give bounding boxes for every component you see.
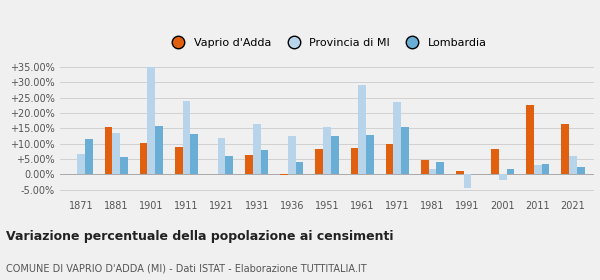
Legend: Vaprio d'Adda, Provincia di MI, Lombardia: Vaprio d'Adda, Provincia di MI, Lombardi… bbox=[163, 34, 491, 52]
Bar bbox=[280, 174, 288, 175]
Bar bbox=[253, 124, 260, 174]
Bar bbox=[562, 124, 569, 174]
Bar bbox=[112, 133, 120, 174]
Bar bbox=[394, 102, 401, 174]
Bar bbox=[577, 167, 584, 174]
Bar bbox=[428, 169, 436, 174]
Bar bbox=[104, 127, 112, 174]
Bar bbox=[421, 160, 428, 174]
Bar bbox=[350, 148, 358, 174]
Bar bbox=[358, 85, 366, 174]
Bar bbox=[401, 127, 409, 174]
Bar bbox=[226, 156, 233, 174]
Bar bbox=[506, 169, 514, 174]
Text: COMUNE DI VAPRIO D'ADDA (MI) - Dati ISTAT - Elaborazione TUTTITALIA.IT: COMUNE DI VAPRIO D'ADDA (MI) - Dati ISTA… bbox=[6, 263, 367, 273]
Bar bbox=[526, 105, 534, 174]
Bar bbox=[386, 144, 394, 174]
Bar bbox=[120, 157, 128, 174]
Bar bbox=[260, 150, 268, 174]
Bar bbox=[499, 174, 506, 180]
Bar bbox=[77, 155, 85, 174]
Bar bbox=[190, 134, 198, 174]
Bar bbox=[316, 149, 323, 174]
Bar bbox=[182, 101, 190, 174]
Bar bbox=[542, 164, 550, 174]
Bar bbox=[534, 165, 542, 174]
Bar bbox=[296, 162, 304, 174]
Bar bbox=[366, 135, 374, 174]
Bar bbox=[245, 155, 253, 174]
Bar bbox=[569, 156, 577, 174]
Bar bbox=[436, 162, 444, 174]
Bar bbox=[323, 127, 331, 174]
Bar bbox=[85, 139, 92, 174]
Bar bbox=[155, 126, 163, 174]
Text: Variazione percentuale della popolazione ai censimenti: Variazione percentuale della popolazione… bbox=[6, 230, 394, 242]
Bar bbox=[464, 174, 472, 188]
Bar bbox=[175, 147, 182, 174]
Bar bbox=[218, 137, 226, 174]
Bar bbox=[331, 136, 338, 174]
Bar bbox=[148, 67, 155, 174]
Bar bbox=[456, 171, 464, 174]
Bar bbox=[140, 143, 148, 174]
Bar bbox=[288, 136, 296, 174]
Bar bbox=[491, 149, 499, 174]
